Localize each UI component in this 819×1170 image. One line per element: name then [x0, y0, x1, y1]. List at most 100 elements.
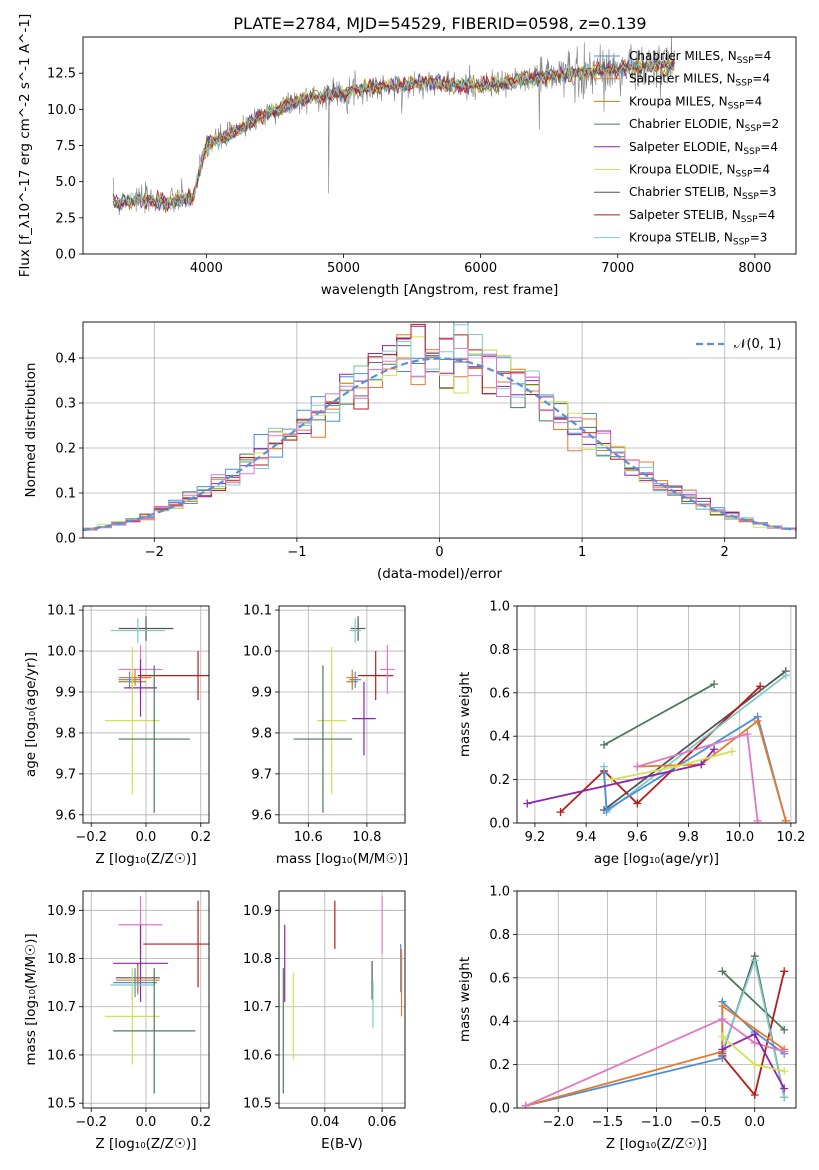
- y-tick-label: 10.9: [47, 904, 76, 919]
- x-tick-label: 6000: [464, 261, 497, 276]
- weight-line-3: [603, 674, 787, 814]
- weight-line-2: [721, 971, 786, 1097]
- x-axis-label: E(B-V): [321, 1136, 363, 1152]
- x-tick-label: 0.0: [744, 1115, 765, 1130]
- legend-nssp: =4: [752, 163, 770, 177]
- model-line-4: [113, 58, 675, 211]
- axes-frame: [82, 36, 797, 255]
- weight-point-6-0: [521, 1101, 530, 1108]
- weight-point-2-1: [750, 1090, 759, 1099]
- y-axis-label: mass weight: [457, 957, 473, 1042]
- x-tick-label: 4000: [190, 261, 223, 276]
- x-axis-label: Z [log₁₀(Z/Z☉)]: [606, 1136, 707, 1152]
- x-tick-label: 0.2: [190, 1115, 211, 1130]
- weight-point-6-1: [718, 1015, 727, 1024]
- legend-label: Kroupa MILES, NSSP=4: [629, 94, 762, 111]
- y-tick-label: 2.5: [55, 211, 76, 226]
- legend-label: Chabrier ELODIE, NSSP=2: [629, 117, 779, 134]
- x-tick-label: −0.2: [75, 1115, 107, 1130]
- y-tick-label: 10.7: [243, 1000, 272, 1015]
- y-tick-label: 9.9: [251, 685, 272, 700]
- plot-area-mass_Z: [104, 895, 209, 1094]
- weight-point-0-1: [710, 680, 719, 689]
- y-tick-label: 9.8: [55, 726, 76, 741]
- axes-frame: [278, 890, 406, 1109]
- legend-nssp: =3: [759, 185, 777, 199]
- weight-point-6-0: [523, 799, 532, 808]
- legend-sub: SSP: [745, 124, 762, 134]
- x-axis-label: age [log₁₀(age/yr)]: [594, 851, 719, 867]
- legend-label: Salpeter ELODIE, NSSP=4: [629, 140, 778, 157]
- weight-point-8-1: [750, 1060, 759, 1069]
- legend-label: Chabrier MILES, NSSP=4: [629, 49, 771, 66]
- x-tick-label: 8000: [738, 261, 771, 276]
- legend-nssp: =4: [745, 94, 763, 108]
- weight-point-3-1: [750, 956, 759, 965]
- axes-age_mass: 10.6 10.8 9.6 9.7 9.8 9.9 10.0 10.1 mass [log₁₀(…: [243, 604, 408, 867]
- x-tick-label: 9.4: [576, 830, 597, 845]
- weight-point-5-3: [781, 816, 790, 823]
- weight-point-7-0: [607, 775, 616, 784]
- weight-point-0-0: [718, 967, 727, 976]
- legend-sub: SSP: [742, 192, 759, 202]
- weight-point-6-1: [697, 760, 706, 769]
- weight-line-0: [603, 683, 715, 746]
- legend-label: Chabrier STELIB, NSSP=3: [629, 185, 777, 202]
- y-tick-label: 0.6: [489, 971, 510, 986]
- legend-nssp: =3: [750, 231, 768, 245]
- weight-point-7-2: [780, 1084, 789, 1093]
- legend-sub: SSP: [736, 170, 753, 180]
- weight-point-2-3: [756, 682, 765, 691]
- x-tick-label: 0.04: [310, 1115, 339, 1130]
- x-axis-label: Z [log₁₀(Z/Z☉)]: [95, 851, 196, 867]
- weight-line-5: [637, 719, 787, 822]
- y-tick-label: 0.0: [489, 1102, 510, 1117]
- axes-frame: [516, 605, 797, 824]
- y-tick-label: 9.9: [55, 685, 76, 700]
- axes-frame: [82, 321, 797, 539]
- weight-point-5-2: [718, 1002, 727, 1011]
- y-tick-label: 0.4: [55, 352, 76, 367]
- weight-point-7-1: [750, 1030, 759, 1039]
- x-tick-label: −0.5: [690, 1115, 722, 1130]
- model-line-8: [112, 58, 675, 211]
- x-tick-label: −2.0: [542, 1115, 574, 1130]
- y-tick-label: 9.6: [251, 808, 272, 823]
- weight-line-0: [721, 970, 785, 1031]
- y-tick-label: 10.8: [243, 952, 272, 967]
- weight-point-0-1: [780, 1025, 789, 1034]
- y-tick-label: 0.8: [489, 928, 510, 943]
- weight-point-7-1: [671, 762, 680, 771]
- x-tick-label: 10.8: [352, 830, 381, 845]
- x-tick-label: 9.8: [678, 830, 699, 845]
- axes-weight_Z: −2.0 −1.5 −1.0 −0.5 0.0 0.0 0.2 0.4 0.6 0.8 1.0 Z […: [457, 885, 797, 1152]
- axes-mass_Z: −0.2 0.0 0.2 10.5 10.6 10.7 10.8 10.9 Z [log₁₀(Z…: [23, 890, 211, 1152]
- weight-line-5: [525, 1004, 785, 1107]
- x-tick-label: 5000: [327, 261, 360, 276]
- y-tick-label: 10.0: [47, 645, 76, 660]
- legend-nssp: =4: [754, 49, 772, 63]
- weight-point-2-2: [780, 967, 789, 976]
- plot-area-spectrum: [112, 37, 676, 216]
- plot-area-residuals: [83, 322, 796, 533]
- y-tick-label: 9.7: [55, 767, 76, 782]
- plot-area-age_mass: [293, 616, 395, 813]
- x-axis-label: wavelength [Angstrom, rest frame]: [321, 282, 559, 298]
- y-tick-label: 10.8: [47, 952, 76, 967]
- y-tick-label: 0.0: [489, 817, 510, 832]
- weight-line-4: [603, 715, 787, 822]
- x-tick-label: 9.6: [627, 830, 648, 845]
- y-tick-label: 9.7: [251, 767, 272, 782]
- y-tick-label: 0.6: [489, 686, 510, 701]
- weight-point-8-1: [743, 730, 752, 739]
- y-tick-label: 0.0: [55, 248, 76, 263]
- legend-nssp: =4: [758, 208, 776, 222]
- y-tick-label: 7.5: [55, 139, 76, 154]
- legend-nssp: =4: [760, 140, 778, 154]
- y-tick-label: 0.1: [55, 487, 76, 502]
- x-tick-label: −2: [145, 545, 164, 560]
- weight-point-6-3: [780, 1047, 789, 1056]
- x-tick-label: 9.2: [525, 830, 546, 845]
- y-tick-label: 12.5: [47, 67, 76, 82]
